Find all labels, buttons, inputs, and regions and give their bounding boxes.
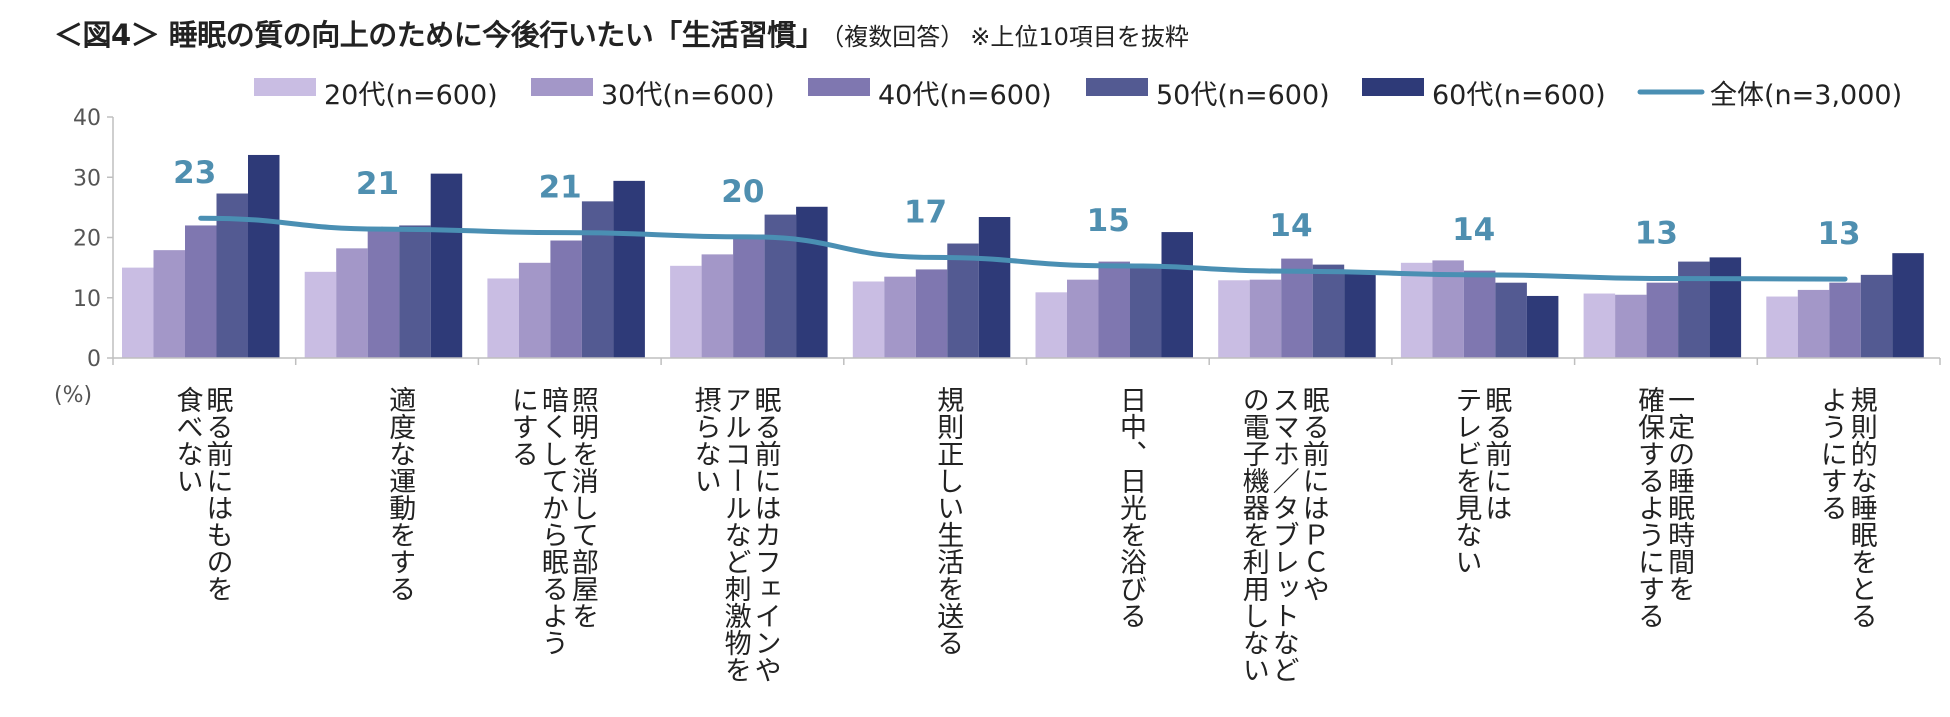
y-tick-label: 20 bbox=[73, 227, 101, 252]
bar bbox=[1098, 261, 1130, 358]
y-tick-label: 40 bbox=[73, 106, 101, 131]
bar bbox=[1646, 282, 1679, 358]
category-label: 眠る前には bbox=[1480, 386, 1511, 521]
legend-label: 20代(n=600) bbox=[324, 80, 498, 111]
bar bbox=[1218, 280, 1250, 358]
bar bbox=[1797, 289, 1830, 358]
bar bbox=[550, 240, 582, 358]
category-label: スマホ／タブレットなど bbox=[1268, 386, 1300, 683]
category-label: 日中、日光を浴びる bbox=[1115, 386, 1147, 629]
legend-swatch bbox=[1362, 78, 1424, 96]
bar bbox=[1766, 296, 1798, 358]
bar bbox=[336, 248, 368, 358]
bar bbox=[1312, 264, 1345, 358]
category-label: アルコールなど刺激物を bbox=[720, 386, 752, 683]
bar bbox=[1249, 279, 1282, 358]
y-tick-label: 0 bbox=[87, 347, 101, 372]
bar bbox=[796, 206, 828, 358]
bar bbox=[1035, 292, 1067, 358]
bar bbox=[1400, 262, 1433, 358]
bar bbox=[430, 173, 463, 358]
legend-label: 40代(n=600) bbox=[878, 80, 1052, 111]
bar bbox=[884, 276, 916, 358]
y-tick-label: 30 bbox=[73, 166, 101, 191]
category-label: 規則的な睡眠をとる bbox=[1846, 386, 1878, 629]
bar bbox=[733, 234, 765, 358]
bar bbox=[185, 225, 217, 358]
bar bbox=[1067, 279, 1099, 358]
bar bbox=[701, 254, 734, 358]
category-label: 適度な運動をする bbox=[384, 386, 416, 602]
bar bbox=[1161, 232, 1193, 358]
bar bbox=[518, 262, 551, 358]
data-label: 20 bbox=[721, 174, 764, 210]
legend-label: 50代(n=600) bbox=[1156, 80, 1330, 111]
y-unit-label: (%) bbox=[54, 383, 92, 408]
data-label: 14 bbox=[1269, 208, 1312, 244]
legend-label: 全体(n=3,000) bbox=[1710, 80, 1902, 111]
bar bbox=[1495, 282, 1527, 358]
bar bbox=[1709, 257, 1742, 358]
bar bbox=[978, 217, 1011, 358]
category-label: 確保するようにする bbox=[1633, 386, 1665, 629]
category-label: にする bbox=[507, 386, 538, 467]
data-label: 21 bbox=[539, 170, 582, 206]
bar bbox=[915, 269, 948, 358]
overall-line bbox=[198, 215, 1848, 282]
data-label: 13 bbox=[1817, 216, 1860, 252]
bar bbox=[122, 267, 154, 358]
bar bbox=[1615, 294, 1647, 358]
bar bbox=[399, 225, 431, 358]
bar bbox=[1583, 293, 1616, 358]
data-label: 17 bbox=[904, 194, 947, 230]
y-tick-label: 10 bbox=[73, 287, 101, 312]
bar bbox=[852, 281, 885, 358]
bar bbox=[1463, 270, 1496, 358]
bar bbox=[1130, 264, 1162, 358]
category-label: 眠る前にはＰＣや bbox=[1298, 386, 1329, 602]
legend-label: 60代(n=600) bbox=[1432, 80, 1606, 111]
bar bbox=[1892, 253, 1924, 358]
category-label: 眠る前にはものを bbox=[202, 386, 233, 602]
bar bbox=[1526, 295, 1559, 358]
data-label: 13 bbox=[1635, 215, 1678, 251]
category-label: 一定の睡眠時間を bbox=[1663, 386, 1695, 602]
legend-swatch bbox=[254, 78, 316, 96]
bar bbox=[613, 180, 645, 358]
chart-title-note2: ※上位10項目を抜粋 bbox=[970, 23, 1189, 51]
bar bbox=[947, 243, 979, 358]
category-label: 摂らない bbox=[690, 386, 722, 494]
category-label: 規則正しい生活を送る bbox=[932, 386, 964, 656]
data-label: 15 bbox=[1087, 203, 1130, 239]
bar bbox=[1860, 274, 1893, 358]
bar bbox=[581, 201, 614, 358]
category-label: 眠る前にはカフェインや bbox=[750, 386, 781, 683]
category-label: 暗くしてから眠るよう bbox=[537, 386, 568, 656]
category-label: の電子機器を利用しない bbox=[1238, 386, 1270, 683]
bar bbox=[304, 271, 337, 358]
bar bbox=[670, 265, 702, 358]
chart-title-main: ＜図4＞ 睡眠の質の向上のために今後行いたい「生活習慣」 bbox=[54, 18, 825, 52]
category-label: 照明を消して部屋を bbox=[567, 386, 599, 629]
bar bbox=[1829, 282, 1861, 358]
bar bbox=[248, 154, 280, 358]
data-label: 23 bbox=[173, 155, 216, 191]
legend-swatch bbox=[531, 78, 593, 96]
category-label: テレビを見ない bbox=[1450, 386, 1481, 575]
bar bbox=[1281, 258, 1313, 358]
data-label: 14 bbox=[1452, 212, 1495, 248]
bar bbox=[367, 228, 400, 358]
legend-swatch bbox=[808, 78, 870, 96]
category-label: ようにする bbox=[1816, 386, 1847, 521]
bar bbox=[1344, 273, 1376, 358]
data-label: 21 bbox=[356, 166, 399, 202]
bar bbox=[487, 278, 519, 358]
category-label: 食べない bbox=[172, 386, 203, 494]
legend-swatch bbox=[1086, 78, 1148, 96]
chart-title-note: （複数回答） bbox=[832, 23, 965, 51]
bar bbox=[153, 250, 185, 358]
legend-label: 30代(n=600) bbox=[601, 80, 775, 111]
chart-title: ＜図4＞ 睡眠の質の向上のために今後行いたい「生活習慣」 （複数回答） ※上位10項… bbox=[54, 12, 1189, 54]
